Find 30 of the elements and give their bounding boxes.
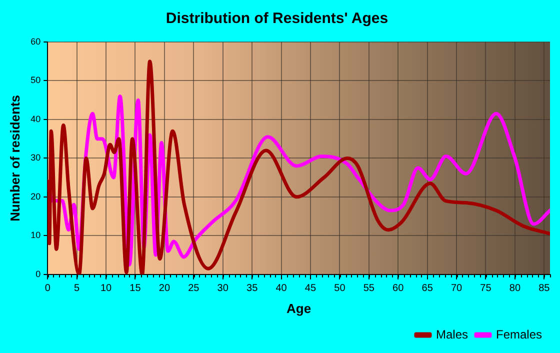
y-tick-label: 50 [30, 75, 41, 86]
x-tick-label: 60 [392, 283, 404, 294]
legend-label: Males [436, 327, 468, 342]
y-tick-label: 0 [36, 268, 41, 279]
x-tick-label: 25 [188, 283, 200, 294]
x-tick-label: 75 [480, 283, 492, 294]
legend-label: Females [496, 327, 542, 342]
x-tick-label: 50 [334, 283, 346, 294]
x-tick-label: 5 [74, 283, 80, 294]
x-tick-label: 30 [217, 283, 229, 294]
y-tick-label: 40 [30, 114, 41, 124]
x-tick-label: 10 [100, 283, 112, 294]
x-tick-label: 70 [450, 283, 463, 294]
y-tick-label: 20 [30, 191, 41, 202]
y-tick-label: 10 [30, 230, 41, 240]
x-tick-label: 80 [509, 283, 521, 294]
x-tick-label: 45 [304, 283, 316, 294]
x-tick-label: 20 [158, 283, 170, 294]
chart-title: Distribution of Residents' Ages [166, 10, 388, 28]
x-tick-label: 35 [246, 283, 258, 294]
y-tick-label: 30 [30, 152, 41, 163]
x-tick-label: 55 [363, 283, 375, 294]
x-tick-label: 15 [130, 283, 142, 294]
x-tick-label: 85 [538, 283, 550, 294]
y-axis-title: Number of residents [7, 94, 22, 222]
x-tick-label: 0 [44, 283, 51, 294]
x-tick-label: 40 [276, 283, 288, 294]
y-tick-label: 60 [30, 36, 41, 46]
x-tick-label: 65 [422, 283, 434, 294]
x-axis-title: Age [286, 300, 312, 316]
